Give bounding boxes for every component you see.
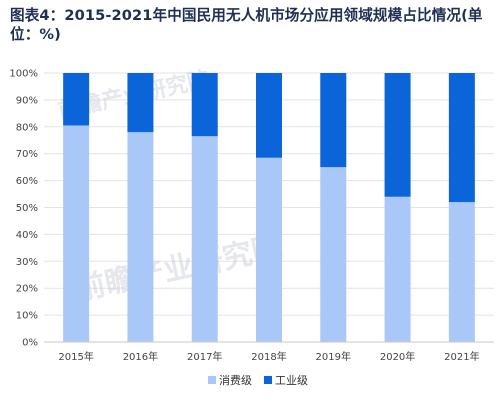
chart-title: 图表4：2015-2021年中国民用无人机市场分应用领域规模占比情况(单位：%) [10,7,483,43]
bars [63,73,475,342]
axes: 0% 10% 20% 30% 40% 50% 60% 70% 80% 90% 100% 2015年 20… [9,69,494,363]
bar-consumer [191,136,218,342]
y-tick-label: 50% [16,203,38,214]
y-tick-label: 100% [9,69,38,80]
y-tick-label: 40% [16,230,38,241]
legend-label: 消费级 [219,373,252,387]
y-tick-label: 60% [16,176,38,187]
x-tick-label: 2019年 [316,350,351,363]
bar-industrial [256,73,282,158]
bar-industrial [448,73,475,203]
bar-consumer [384,196,411,342]
bar-consumer [320,167,347,342]
x-tick-label: 2016年 [123,350,158,363]
bar-industrial [320,73,347,168]
bar-consumer [256,157,282,342]
bar-industrial [127,73,154,133]
y-tick-label: 20% [16,284,38,295]
bar-industrial [191,73,218,137]
x-tick-label: 2018年 [251,350,286,363]
bar-consumer [127,132,154,342]
bar-consumer [448,202,475,342]
watermark-text: 前瞻产业研究院 [72,230,285,308]
legend-swatch [264,376,272,384]
x-tick-label: 2021年 [444,350,479,363]
y-tick-label: 90% [16,95,38,106]
y-tick-label: 30% [16,257,38,268]
legend-swatch [208,376,216,384]
y-tick-label: 0% [22,338,38,349]
bar-industrial [63,73,90,126]
y-tick-label: 10% [16,311,38,322]
bar-consumer [63,125,90,342]
x-tick-label: 2017年 [187,350,222,363]
y-tick-label: 80% [16,122,38,133]
x-tick-label: 2015年 [58,350,93,363]
bar-industrial [384,73,411,197]
legend: 消费级 工业级 [208,373,308,387]
legend-label: 工业级 [275,374,308,387]
x-tick-label: 2020年 [380,350,415,363]
watermark: 前瞻产业研究院前瞻产业研究院 [56,66,285,307]
y-tick-label: 70% [16,149,38,160]
